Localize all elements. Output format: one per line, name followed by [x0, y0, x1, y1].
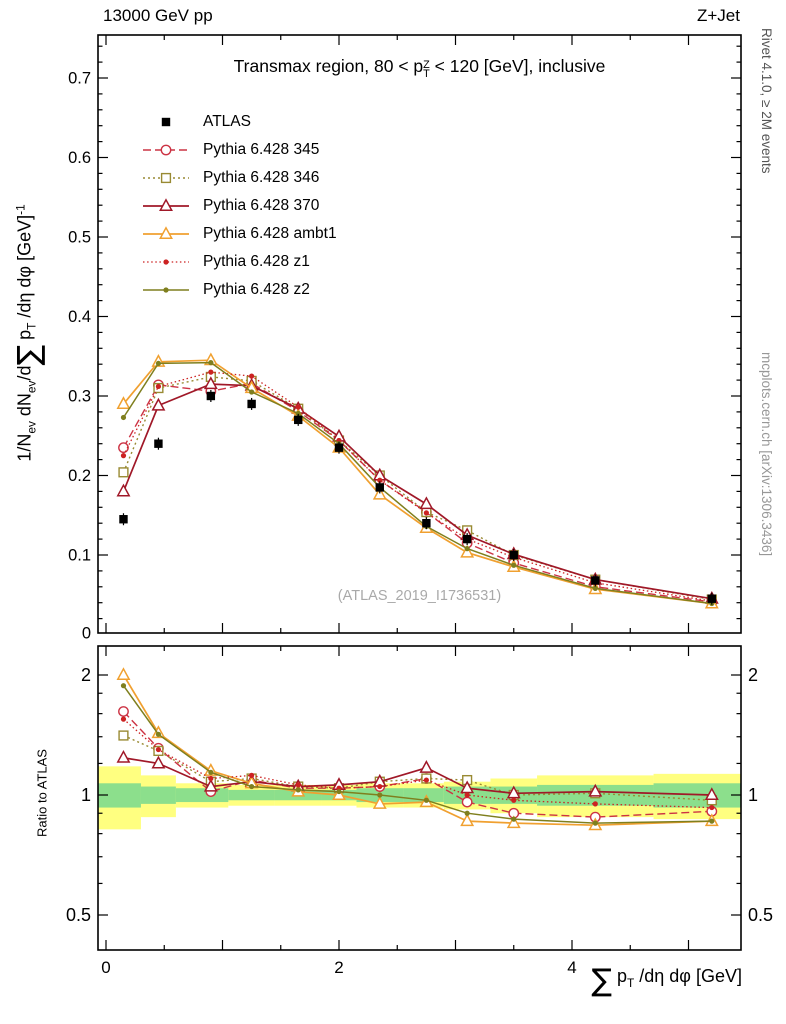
svg-text:1: 1: [81, 785, 91, 805]
analysis-id-watermark: (ATLAS_2019_I1736531): [337, 588, 502, 604]
beam-energy-label: 13000 GeV pp: [103, 6, 213, 25]
svg-text:0.7: 0.7: [68, 70, 91, 88]
legend-label: Pythia 6.428 z2: [203, 281, 310, 298]
series-py370: [116, 376, 719, 604]
mcplots-arxiv-note: mcplots.cern.ch [arXiv:1306.3436]: [759, 352, 774, 557]
legend-label: Pythia 6.428 z1: [203, 253, 310, 270]
main-panel-frame: [97, 34, 742, 634]
sum-symbol: ∑: [12, 344, 48, 366]
legend-item-pyz1: Pythia 6.428 z1: [142, 248, 337, 276]
legend-item-py370: Pythia 6.428 370: [142, 192, 337, 220]
legend-marker-square-open-icon: [143, 172, 189, 184]
series-pyz1: [120, 369, 715, 604]
legend-label: Pythia 6.428 ambt1: [203, 225, 337, 242]
svg-text:2: 2: [334, 958, 343, 977]
svg-text:0.1: 0.1: [68, 547, 91, 565]
series-pyz2-ratio: [120, 683, 715, 826]
uncertainty-bands: [98, 766, 741, 830]
svg-text:0.6: 0.6: [68, 149, 91, 167]
process-label: Z+Jet: [697, 6, 740, 25]
ratio-panel-frame: [97, 645, 742, 951]
legend-marker-dot-icon: [143, 259, 189, 265]
legend-marker-dot-icon: [143, 287, 189, 293]
legend-item-py345: Pythia 6.428 345: [142, 136, 337, 164]
svg-text:4: 4: [567, 958, 576, 977]
legend-marker-triangle-open-icon: [143, 198, 189, 212]
legend-label: ATLAS: [203, 113, 251, 130]
y-axis-label: 1/Nev dNev/d∑ pT /dη dφ [GeV]-1: [12, 204, 48, 462]
svg-text:0.5: 0.5: [66, 905, 91, 925]
legend-label: Pythia 6.428 370: [203, 197, 320, 214]
x-axis-label: ∑ pT /dη dφ [GeV]: [591, 963, 742, 999]
series-py370-ratio: [116, 749, 719, 801]
svg-text:0.4: 0.4: [68, 308, 91, 326]
legend-item-py346: Pythia 6.428 346: [142, 164, 337, 192]
legend-item-atlas: ATLAS: [142, 108, 337, 136]
series-pyambt1-ratio: [116, 667, 719, 831]
legend-marker-triangle-open-icon: [143, 226, 189, 240]
axis-ticks: [98, 35, 741, 950]
svg-text:0.2: 0.2: [68, 467, 91, 485]
legend-marker-square-filled-icon: [161, 117, 171, 127]
legend-label: Pythia 6.428 346: [203, 169, 320, 186]
ratio-axis-label: Ratio to ATLAS: [34, 749, 50, 837]
series-atlas: [119, 390, 716, 605]
svg-text:0: 0: [101, 958, 110, 977]
sum-symbol: ∑: [591, 963, 612, 999]
tick-labels: 0 0.1 0.2 0.3 0.4 0.5 0.6 0.7 0.5 0.5 1 1 2 2 0 2 4: [66, 70, 773, 978]
series-py346: [118, 371, 717, 605]
legend-marker-circle-open-icon: [143, 144, 189, 156]
legend: ATLAS Pythia 6.428 345 Pythia 6.428 346 Pyt…: [142, 108, 337, 304]
svg-text:0: 0: [82, 625, 91, 643]
series-py345: [118, 377, 718, 608]
legend-item-pyambt1: Pythia 6.428 ambt1: [142, 220, 337, 248]
svg-text:2: 2: [748, 665, 758, 685]
svg-text:0.5: 0.5: [68, 229, 91, 247]
legend-item-pyz2: Pythia 6.428 z2: [142, 276, 337, 304]
legend-label: Pythia 6.428 345: [203, 141, 320, 158]
svg-text:0.5: 0.5: [748, 905, 773, 925]
svg-text:2: 2: [81, 665, 91, 685]
svg-text:1: 1: [748, 785, 758, 805]
svg-text:0.3: 0.3: [68, 388, 91, 406]
rivet-version-note: Rivet 4.1.0, ≥ 2M events: [759, 28, 774, 174]
